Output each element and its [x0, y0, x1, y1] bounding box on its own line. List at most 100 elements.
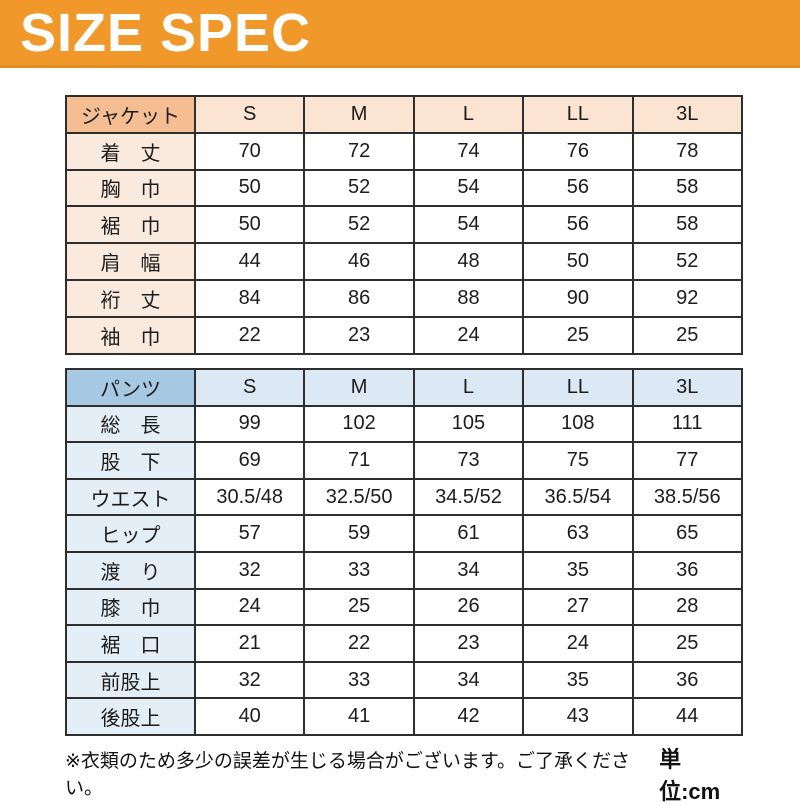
jacket-table-row: 着 丈 70 72 74 76 78 — [65, 131, 743, 171]
jacket-value-cell: 54 — [412, 205, 525, 245]
jacket-value-cell: 52 — [303, 205, 415, 245]
jacket-table-row: 裄 丈 84 86 88 90 92 — [65, 278, 743, 318]
jacket-value-cell: 78 — [631, 131, 743, 171]
pants-value-cell: 99 — [193, 404, 306, 444]
pants-value-cell: 73 — [412, 441, 525, 480]
pants-table-row: 前股上 32 33 34 35 36 — [65, 660, 743, 700]
pants-size-header-m: M — [303, 368, 415, 407]
pants-value-cell: 35 — [522, 660, 634, 700]
jacket-value-cell: 92 — [631, 278, 743, 318]
pants-value-cell: 63 — [522, 514, 634, 553]
pants-table-row: 後股上 40 41 42 43 44 — [65, 697, 743, 736]
jacket-value-cell: 48 — [412, 242, 525, 281]
pants-value-cell: 33 — [303, 550, 415, 590]
jacket-table-row: 胸 巾 50 52 54 56 58 — [65, 168, 743, 208]
jacket-value-cell: 23 — [303, 315, 415, 355]
pants-row-label: 股 下 — [65, 441, 196, 480]
pants-value-cell: 36 — [631, 660, 743, 700]
jacket-table-row: 肩 幅 44 46 48 50 52 — [65, 242, 743, 281]
jacket-value-cell: 24 — [412, 315, 525, 355]
jacket-value-cell: 52 — [303, 168, 415, 208]
pants-value-cell: 38.5/56 — [631, 477, 743, 517]
pants-value-cell: 28 — [631, 587, 743, 627]
pants-value-cell: 105 — [412, 404, 525, 444]
jacket-value-cell: 25 — [522, 315, 634, 355]
pants-value-cell: 23 — [412, 624, 525, 663]
unit-label: 単位:cm — [659, 747, 721, 804]
pants-row-label: 渡 り — [65, 550, 196, 590]
pants-value-cell: 40 — [193, 697, 306, 736]
pants-row-label: ウエスト — [65, 477, 196, 517]
jacket-table-row: 袖 巾 22 23 24 25 25 — [65, 315, 743, 355]
pants-value-cell: 34.5/52 — [412, 477, 525, 517]
pants-row-label: 前股上 — [65, 660, 196, 700]
pants-value-cell: 75 — [522, 441, 634, 480]
jacket-value-cell: 54 — [412, 168, 525, 208]
pants-value-cell: 43 — [522, 697, 634, 736]
pants-size-table: パンツ S M L LL 3L 総 長 99 102 105 108 111 股 下 69 71 73 75 77… — [65, 368, 743, 736]
pants-value-cell: 26 — [412, 587, 525, 627]
pants-table-title: パンツ — [65, 368, 196, 407]
jacket-value-cell: 86 — [303, 278, 415, 318]
jacket-row-label: 肩 幅 — [65, 242, 196, 281]
footer: ※衣類のため多少の誤差が生じる場合がございます。ご了承ください。 単位:cm — [65, 742, 741, 806]
pants-size-header-ll: LL — [522, 368, 634, 407]
pants-value-cell: 77 — [631, 441, 743, 480]
pants-size-header-3l: 3L — [631, 368, 743, 407]
jacket-row-label: 胸 巾 — [65, 168, 196, 208]
pants-size-header-s: S — [193, 368, 306, 407]
jacket-value-cell: 50 — [193, 168, 306, 208]
jacket-value-cell: 46 — [303, 242, 415, 281]
jacket-value-cell: 25 — [631, 315, 743, 355]
jacket-size-header-s: S — [193, 95, 306, 134]
pants-value-cell: 57 — [193, 514, 306, 553]
jacket-value-cell: 50 — [522, 242, 634, 281]
jacket-value-cell: 76 — [522, 131, 634, 171]
header-banner: SIZE SPEC — [0, 0, 800, 68]
jacket-row-label: 袖 巾 — [65, 315, 196, 355]
jacket-value-cell: 70 — [193, 131, 306, 171]
pants-table-row: 膝 巾 24 25 26 27 28 — [65, 587, 743, 627]
pants-row-label: 後股上 — [65, 697, 196, 736]
pants-value-cell: 61 — [412, 514, 525, 553]
pants-value-cell: 36.5/54 — [522, 477, 634, 517]
jacket-size-header-3l: 3L — [631, 95, 743, 134]
jacket-value-cell: 22 — [193, 315, 306, 355]
pants-header-row: パンツ S M L LL 3L — [65, 368, 743, 407]
pants-value-cell: 71 — [303, 441, 415, 480]
pants-value-cell: 108 — [522, 404, 634, 444]
pants-value-cell: 32.5/50 — [303, 477, 415, 517]
pants-value-cell: 69 — [193, 441, 306, 480]
jacket-row-label: 裾 巾 — [65, 205, 196, 245]
pants-value-cell: 59 — [303, 514, 415, 553]
pants-table-row: 股 下 69 71 73 75 77 — [65, 441, 743, 480]
jacket-table-row: 裾 巾 50 52 54 56 58 — [65, 205, 743, 245]
pants-table-row: 裾 口 21 22 23 24 25 — [65, 624, 743, 663]
pants-row-label: ヒップ — [65, 514, 196, 553]
page-title: SIZE SPEC — [20, 2, 312, 63]
pants-table-row: 渡 り 32 33 34 35 36 — [65, 550, 743, 590]
jacket-value-cell: 56 — [522, 205, 634, 245]
jacket-value-cell: 58 — [631, 205, 743, 245]
pants-value-cell: 24 — [522, 624, 634, 663]
jacket-value-cell: 74 — [412, 131, 525, 171]
pants-row-label: 膝 巾 — [65, 587, 196, 627]
jacket-value-cell: 56 — [522, 168, 634, 208]
pants-value-cell: 30.5/48 — [193, 477, 306, 517]
pants-value-cell: 34 — [412, 660, 525, 700]
pants-table-row: ウエスト 30.5/48 32.5/50 34.5/52 36.5/54 38.5/56 — [65, 477, 743, 517]
pants-value-cell: 25 — [303, 587, 415, 627]
pants-value-cell: 42 — [412, 697, 525, 736]
pants-value-cell: 102 — [303, 404, 415, 444]
jacket-row-label: 着 丈 — [65, 131, 196, 171]
jacket-value-cell: 84 — [193, 278, 306, 318]
jacket-value-cell: 58 — [631, 168, 743, 208]
jacket-value-cell: 90 — [522, 278, 634, 318]
pants-value-cell: 32 — [193, 660, 306, 700]
pants-value-cell: 41 — [303, 697, 415, 736]
pants-value-cell: 35 — [522, 550, 634, 590]
jacket-size-header-l: L — [412, 95, 525, 134]
pants-size-header-l: L — [412, 368, 525, 407]
jacket-size-header-ll: LL — [522, 95, 634, 134]
jacket-row-label: 裄 丈 — [65, 278, 196, 318]
